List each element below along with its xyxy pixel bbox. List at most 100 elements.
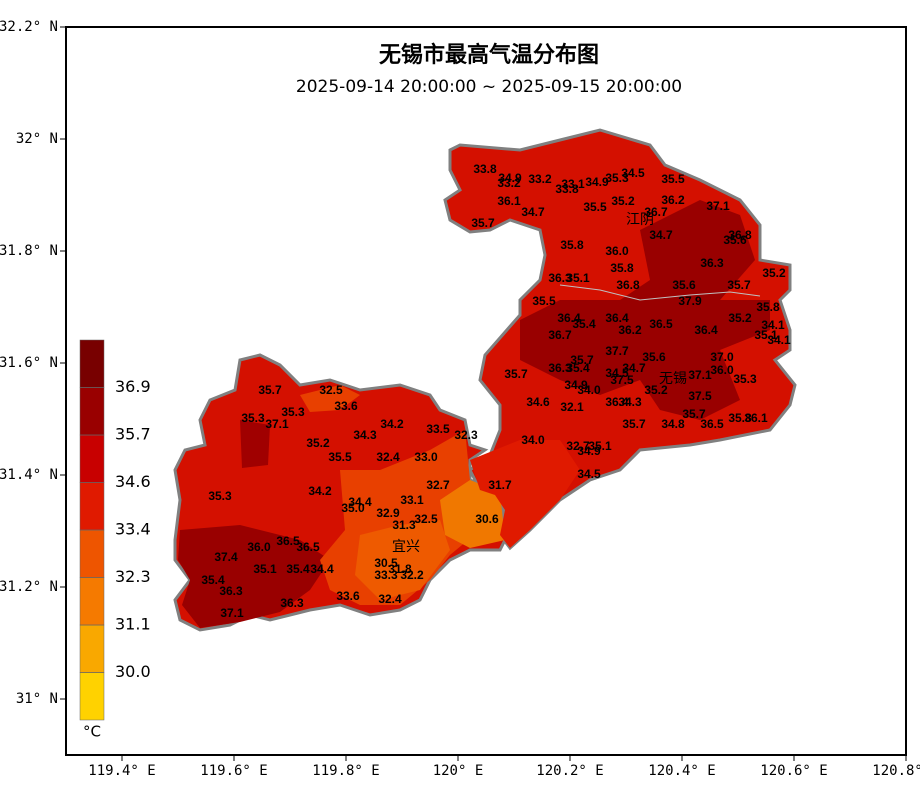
colorbar-label: 35.7 (115, 425, 151, 444)
station-value: 36.0 (710, 363, 734, 377)
stations: 33.834.933.2 33.2 33.133.8 34.935.334.5 35.5… (201, 162, 791, 620)
station-value: 35.3 (281, 405, 305, 419)
station-value: 35.3 (241, 411, 265, 425)
x-tick-label: 119.6° E (200, 763, 267, 779)
station-value: 33.6 (334, 399, 358, 413)
y-tick-label: 32.2° N (0, 19, 58, 35)
station-value: 36.4 (605, 311, 629, 325)
station-value: 34.7 (521, 205, 545, 219)
station-value: 30.5 (374, 556, 398, 570)
x-tick-label: 120.6° E (760, 763, 827, 779)
station-value: 35.6 (723, 233, 747, 247)
station-value: 33.1 (400, 493, 424, 507)
station-value: 36.3 (548, 271, 572, 285)
station-value: 37.5 (688, 389, 712, 403)
station-value: 35.8 (756, 300, 780, 314)
station-value: 36.3 (219, 584, 243, 598)
station-value: 34.1 (761, 318, 785, 332)
station-value: 37.7 (605, 344, 629, 358)
y-tick-label: 31° N (16, 691, 58, 707)
station-value: 35.7 (727, 278, 751, 292)
station-value: 33.0 (414, 450, 438, 464)
station-value: 34.4 (348, 495, 372, 509)
station-value: 30.6 (475, 512, 499, 526)
title: 无锡市最高气温分布图 (379, 42, 599, 68)
station-value: 35.8 (728, 411, 752, 425)
station-value: 35.5 (328, 450, 352, 464)
station-value: 36.4 (605, 395, 629, 409)
station-value: 35.1 (566, 271, 590, 285)
station-value: 37.1 (220, 606, 244, 620)
city-label: 无锡 (659, 371, 687, 387)
station-value: 33.5 (426, 422, 450, 436)
cool-patch (440, 480, 505, 548)
station-value: 35.3 (733, 372, 757, 386)
station-value: 35.2 (306, 436, 330, 450)
station-value: 32.3 (454, 428, 478, 442)
colorbar-box (79, 577, 105, 626)
station-value: 32.4 (378, 592, 402, 606)
station-value: 32.1 (560, 400, 584, 414)
colorbar-box (79, 482, 105, 531)
station-value: 33.3 (374, 568, 398, 582)
river (559, 284, 761, 301)
station-value: 35.7 (682, 407, 706, 421)
station-value: 34.7 (649, 228, 673, 242)
station-value: 36.2 (618, 323, 642, 337)
station-value: 35.1 (253, 562, 277, 576)
station-value: 34.9 (498, 171, 522, 185)
station-value: 35.3 (208, 489, 232, 503)
station-value: 33.6 (336, 589, 360, 603)
x-tick-label: 120.2° E (536, 763, 603, 779)
station-value: 35.0 (341, 501, 365, 515)
colorbar-box (79, 672, 105, 721)
station-value: 35.4 (572, 317, 596, 331)
station-value: 35.5 (583, 200, 607, 214)
colorbar-label: 30.0 (115, 662, 151, 681)
y-tick-label: 31.6° N (0, 355, 58, 371)
station-value: 37.1 (706, 199, 730, 213)
colorbar-label: 36.9 (115, 377, 151, 396)
station-value: 35.7 (622, 417, 646, 431)
station-value: 35.5 (532, 294, 556, 308)
regions (173, 128, 797, 632)
station-value: 36.0 (247, 540, 271, 554)
station-value: 31.7 (488, 478, 512, 492)
station-value: 31.8 (388, 562, 412, 576)
colorbar-label: 33.4 (115, 520, 151, 539)
station-value: 32.5 (319, 383, 343, 397)
station-value: 34.3 (353, 428, 377, 442)
station-value: 35.4 (286, 562, 310, 576)
station-value: 34.5 (577, 467, 601, 481)
station-value: 34.5 (621, 166, 645, 180)
station-value: 35.4 (566, 361, 590, 375)
station-value: 37.1 (688, 368, 712, 382)
station-value: 36.7 (548, 328, 572, 342)
station-value: 33.1 (561, 177, 585, 191)
station-value: 36.8 (728, 228, 752, 242)
station-value: 35.8 (610, 261, 634, 275)
station-value: 35.7 (504, 367, 528, 381)
station-value: 33.8 (555, 182, 579, 196)
x-tick-label: 120° E (433, 763, 484, 779)
station-value: 35.7 (258, 383, 282, 397)
station-value: 36.0 (605, 244, 629, 258)
station-value: 35.3 (605, 171, 629, 185)
station-value: 37.1 (265, 417, 289, 431)
y-tick-label: 31.8° N (0, 243, 58, 259)
colorbar-box (79, 434, 105, 483)
station-value: 36.5 (296, 540, 320, 554)
station-value: 32.4 (376, 450, 400, 464)
station-value: 35.7 (471, 216, 495, 230)
station-value: 36.5 (700, 417, 724, 431)
station-value: 34.2 (380, 417, 404, 431)
station-value: 36.4 (557, 311, 581, 325)
station-value: 36.8 (616, 278, 640, 292)
station-value: 34.1 (767, 333, 791, 347)
station-value: 35.6 (642, 350, 666, 364)
station-value: 36.1 (497, 194, 521, 208)
station-value: 34.0 (577, 383, 601, 397)
station-value: 34.8 (661, 417, 685, 431)
station-value: 36.2 (661, 193, 685, 207)
